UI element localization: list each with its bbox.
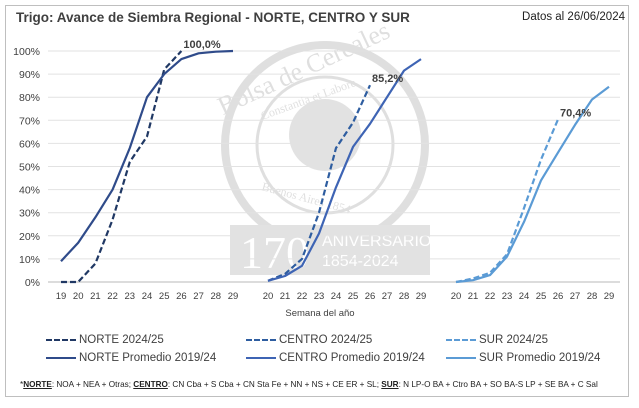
series-line-centro-promedio-2019-24 [267, 58, 422, 282]
legend-item-sur-prom: SUR Promedio 2019/24 [446, 352, 600, 364]
footnote-sur-label: SUR [381, 380, 399, 389]
x-tick-label: 22 [297, 291, 308, 302]
x-tick-label: 25 [348, 291, 359, 302]
watermark-logo: 170 ANIVERSARIO 1854-2024 Bolsa de Cerea… [213, 16, 431, 278]
x-tick-label: 25 [159, 291, 170, 302]
x-axis-label: Semana del año [285, 308, 354, 319]
y-tick-label: 90% [19, 69, 40, 81]
x-tick-label: 26 [176, 291, 187, 302]
series-line-sur-promedio-2019-24 [455, 85, 610, 284]
legend-item-centro-2024: CENTRO 2024/25 [246, 334, 372, 346]
legend-item-norte-prom: NORTE Promedio 2019/24 [46, 352, 216, 364]
x-tick-label: 20 [451, 291, 462, 302]
x-tick-label: 19 [56, 291, 67, 302]
x-tick-label: 26 [553, 291, 564, 302]
legend-marker [46, 339, 76, 341]
y-tick-label: 100% [13, 46, 40, 58]
data-label-sur: 70,4% [560, 107, 591, 119]
data-label-centro: 85,2% [372, 73, 403, 85]
footnote-sur-text: : N LP-O BA + Ctro BA + SO BA-S LP + SE … [398, 380, 598, 389]
watermark-line1: ANIVERSARIO [322, 233, 431, 250]
legend-item-sur-2024: SUR 2024/25 [446, 334, 548, 346]
y-tick-label: 80% [19, 92, 40, 104]
y-tick-label: 40% [19, 185, 40, 197]
footnote-star: * [20, 380, 24, 389]
chart-frame [5, 5, 629, 397]
legend-label: SUR 2024/25 [479, 334, 549, 346]
legend-marker [446, 339, 476, 341]
footnote-norte-text: : NOA + NEA + Otras; [51, 380, 134, 389]
x-tick-label: 24 [519, 291, 530, 302]
legend-label: CENTRO Promedio 2019/24 [279, 352, 425, 364]
chart-date: Datos al 26/06/2024 [522, 11, 625, 23]
series-line-norte-2024-25 [61, 50, 183, 284]
legend-marker [46, 357, 76, 359]
x-tick-label: 29 [416, 291, 427, 302]
legend-label: CENTRO 2024/25 [279, 334, 373, 346]
legend-item-norte-2024: NORTE 2024/25 [46, 334, 164, 346]
x-tick-label: 21 [468, 291, 479, 302]
watermark-line2: 1854-2024 [322, 253, 399, 270]
legend-label: SUR Promedio 2019/24 [479, 352, 601, 364]
x-tick-label: 23 [502, 291, 513, 302]
x-tick-label: 26 [365, 291, 376, 302]
x-tick-label: 25 [536, 291, 547, 302]
x-tick-label: 22 [107, 291, 118, 302]
y-tick-label: 70% [19, 115, 40, 127]
legend-item-centro-prom: CENTRO Promedio 2019/24 [246, 352, 425, 364]
x-tick-label: 28 [211, 291, 222, 302]
x-tick-label: 20 [73, 291, 84, 302]
legend-label: NORTE 2024/25 [79, 334, 164, 346]
x-tick-label: 23 [314, 291, 325, 302]
legend-marker [446, 357, 476, 359]
x-tick-label: 27 [193, 291, 204, 302]
x-tick-label: 22 [485, 291, 496, 302]
y-tick-label: 30% [19, 208, 40, 220]
x-tick-label: 21 [280, 291, 291, 302]
y-tick-label: 10% [19, 254, 40, 266]
x-tick-label: 20 [263, 291, 274, 302]
chart-title: Trigo: Avance de Siembra Regional - NORT… [16, 10, 410, 25]
x-tick-label: 28 [587, 291, 598, 302]
watermark-number: 170 [240, 227, 309, 278]
data-label-norte: 100,0% [183, 39, 221, 51]
legend-marker [246, 339, 276, 341]
footnote-centro-label: CENTRO [133, 380, 168, 389]
x-tick-label: 23 [125, 291, 136, 302]
x-tick-label: 27 [382, 291, 393, 302]
footnote: *NORTE: NOA + NEA + Otras; CENTRO: CN Cb… [20, 380, 598, 389]
x-tick-label: 29 [228, 291, 239, 302]
series-line-norte-promedio-2019-24 [60, 49, 234, 262]
x-tick-label: 24 [142, 291, 153, 302]
x-tick-label: 21 [90, 291, 101, 302]
y-tick-label: 60% [19, 138, 40, 150]
x-tick-label: 28 [399, 291, 410, 302]
x-tick-label: 29 [604, 291, 615, 302]
y-tick-label: 50% [19, 162, 40, 174]
legend-label: NORTE Promedio 2019/24 [79, 352, 217, 364]
x-tick-label: 24 [331, 291, 342, 302]
footnote-norte-label: NORTE [23, 380, 52, 389]
footnote-centro-text: : CN Cba + S Cba + CN Sta Fe + NN + NS +… [167, 380, 382, 389]
x-tick-label: 27 [570, 291, 581, 302]
legend-marker [246, 357, 276, 359]
y-tick-label: 0% [25, 277, 40, 289]
y-tick-label: 20% [19, 231, 40, 243]
